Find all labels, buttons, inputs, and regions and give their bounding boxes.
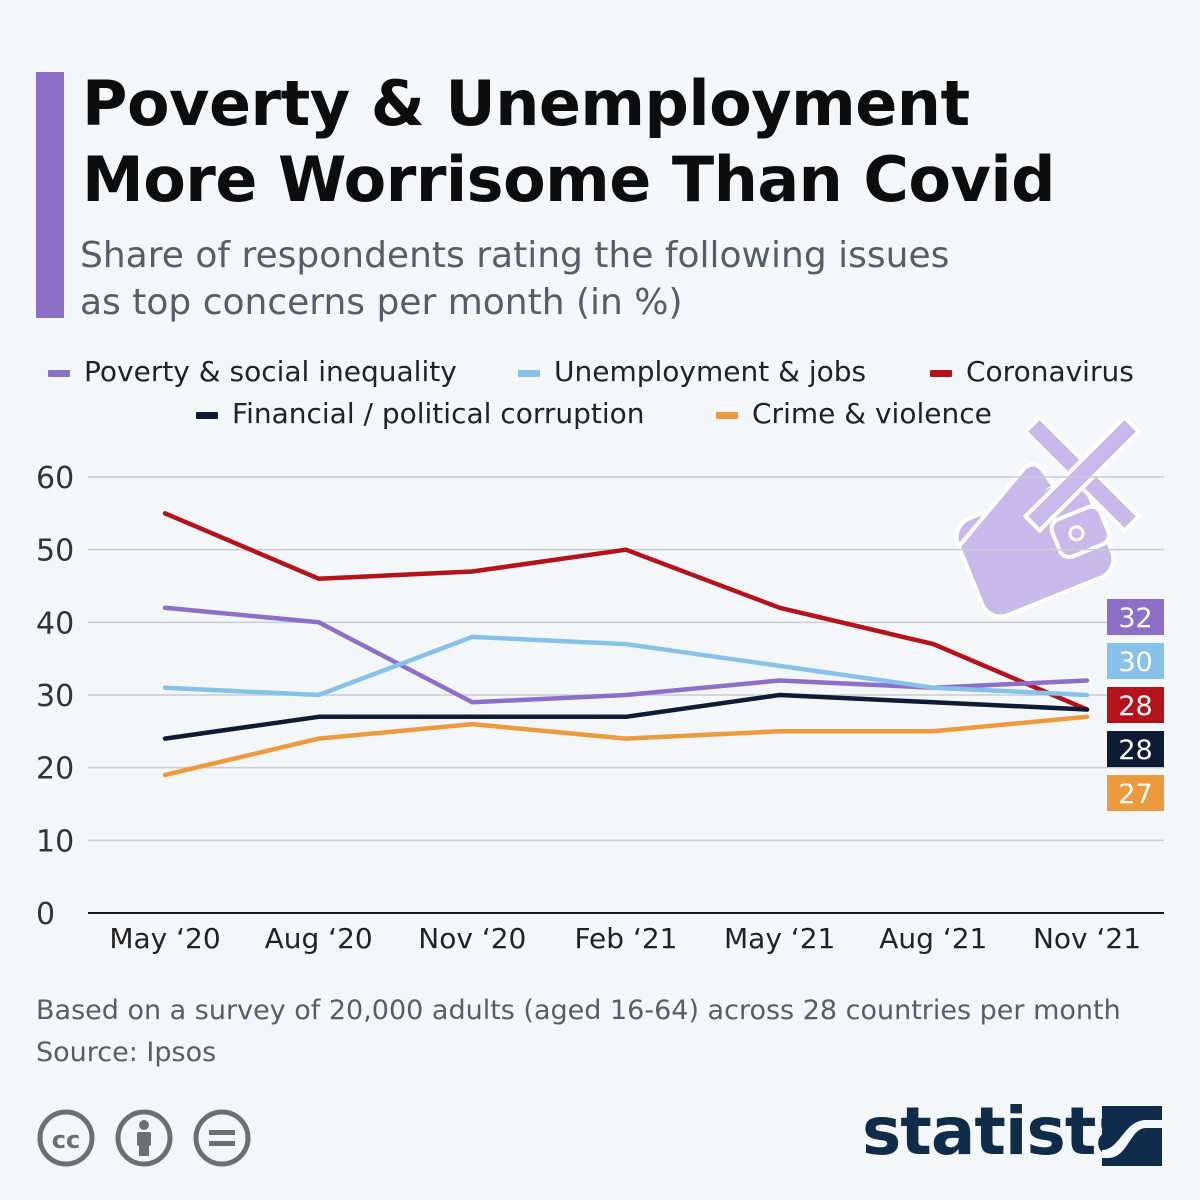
y-tick-label: 60 <box>36 461 74 496</box>
title-accent-bar <box>36 72 64 318</box>
survey-note: Based on a survey of 20,000 adults (aged… <box>36 995 1121 1026</box>
end-value-text: 28 <box>1118 735 1152 766</box>
legend-swatch <box>48 369 70 377</box>
legend-label: Crime & violence <box>752 397 992 430</box>
title-line-2: More Worrisome Than Covid <box>82 143 1056 216</box>
license-icons: cc <box>36 1108 256 1168</box>
legend-label: Coronavirus <box>966 355 1134 388</box>
legend-swatch <box>930 369 952 377</box>
series-line-unemployment-jobs <box>162 634 1090 698</box>
end-value-label: 28 <box>1107 687 1164 723</box>
legend-item-unemployment: Unemployment & jobs <box>518 352 866 392</box>
source-note: Source: Ipsos <box>36 1037 217 1068</box>
svg-text:cc: cc <box>52 1126 80 1154</box>
legend-item-crime: Crime & violence <box>716 394 992 434</box>
cc-icon[interactable]: cc <box>37 1109 95 1167</box>
y-tick-label: 40 <box>36 606 74 641</box>
crossed-out-wallet-icon <box>954 414 1142 619</box>
legend-item-coronavirus: Coronavirus <box>930 352 1134 392</box>
end-value-text: 28 <box>1118 691 1152 722</box>
series-line-coronavirus <box>162 511 1090 712</box>
title-line-1: Poverty & Unemployment <box>82 67 970 140</box>
statista-logo-icon <box>1102 1106 1162 1166</box>
legend-label: Unemployment & jobs <box>554 355 867 388</box>
x-tick-label: Nov ‘20 <box>418 922 526 955</box>
y-tick-label: 50 <box>36 534 74 569</box>
x-tick-label: Feb ‘21 <box>574 922 677 955</box>
end-value-text: 32 <box>1118 603 1152 634</box>
legend-item-corruption: Financial / political corruption <box>196 394 645 434</box>
end-value-text: 27 <box>1118 779 1152 810</box>
legend-row-1: Poverty & social inequality Unemployment… <box>0 352 1200 392</box>
series-line-crime-violence <box>162 714 1090 778</box>
x-tick-label: Aug ‘20 <box>265 922 373 955</box>
subtitle-line-1: Share of respondents rating the followin… <box>80 235 950 276</box>
x-tick-label: May ‘20 <box>109 922 220 955</box>
legend-swatch <box>196 411 218 419</box>
legend-label: Financial / political corruption <box>232 397 645 430</box>
legend-item-poverty: Poverty & social inequality <box>48 352 457 392</box>
y-tick-label: 20 <box>36 752 74 787</box>
x-tick-label: Nov ‘21 <box>1033 922 1141 955</box>
attribution-icon[interactable] <box>115 1109 173 1167</box>
chart-title: Poverty & Unemployment More Worrisome Th… <box>82 66 1182 218</box>
series-line-financial-political-corruption <box>162 692 1090 741</box>
legend-row-2: Financial / political corruption Crime &… <box>0 394 1200 434</box>
end-value-label: 30 <box>1107 643 1164 679</box>
chart-footnote: Based on a survey of 20,000 adults (aged… <box>36 990 1186 1074</box>
x-tick-label: Aug ‘21 <box>879 922 987 955</box>
legend-swatch <box>518 369 540 377</box>
legend-label: Poverty & social inequality <box>84 355 457 388</box>
end-value-text: 30 <box>1118 647 1152 678</box>
x-tick-label: May ‘21 <box>724 922 835 955</box>
brand-name: statista <box>862 1093 1140 1170</box>
end-value-label: 32 <box>1107 599 1164 635</box>
end-value-label: 28 <box>1107 731 1164 767</box>
end-value-label: 27 <box>1107 775 1164 811</box>
chart-subtitle: Share of respondents rating the followin… <box>80 232 1080 326</box>
y-tick-label: 10 <box>36 824 74 859</box>
y-tick-label: 30 <box>36 679 74 714</box>
no-derivatives-icon[interactable] <box>193 1109 251 1167</box>
y-tick-label: 0 <box>36 897 55 932</box>
legend-swatch <box>716 411 738 419</box>
subtitle-line-2: as top concerns per month (in %) <box>80 282 683 323</box>
